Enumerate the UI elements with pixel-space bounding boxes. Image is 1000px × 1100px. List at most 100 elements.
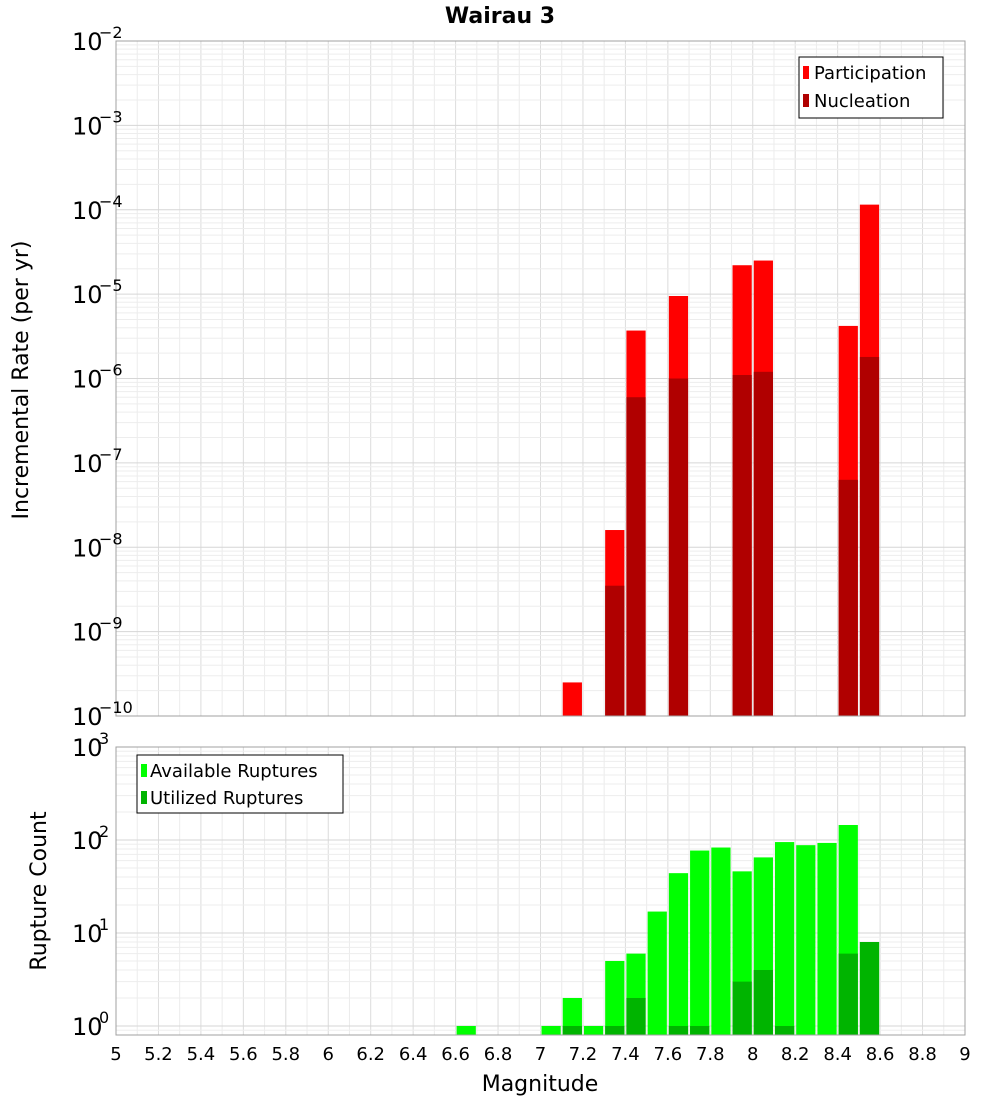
available-ruptures-bar <box>647 911 667 1035</box>
y-tick-exponent: −9 <box>99 614 123 633</box>
x-tick-label: 6 <box>323 1044 334 1065</box>
chart-title: Wairau 3 <box>445 4 555 29</box>
top-legend-box <box>798 56 944 119</box>
nucleation-bar <box>626 397 646 716</box>
y-tick-label: 10 <box>72 827 103 855</box>
x-tick-label: 5.6 <box>229 1044 258 1065</box>
legend-swatch-participation <box>803 66 809 79</box>
x-tick-label: 5.4 <box>187 1044 216 1065</box>
utilized-ruptures-bar <box>753 969 773 1035</box>
nucleation-bar <box>753 371 773 716</box>
utilized-ruptures-bar <box>562 1025 582 1035</box>
available-ruptures-bar <box>796 845 816 1035</box>
legend-swatch-utilized <box>141 791 147 804</box>
y-tick-exponent: 0 <box>99 1008 109 1027</box>
top-legend: Participation Nucleation <box>798 56 944 119</box>
utilized-ruptures-bar <box>838 953 858 1035</box>
y-tick-label: 10 <box>72 28 103 56</box>
nucleation-bar <box>668 378 689 716</box>
x-tick-label: 7.4 <box>611 1044 640 1065</box>
available-ruptures-bar <box>817 842 837 1035</box>
x-tick-label: 8.2 <box>781 1044 810 1065</box>
top-y-axis-label: Incremental Rate (per yr) <box>9 241 34 520</box>
utilized-ruptures-bar <box>626 997 646 1035</box>
utilized-ruptures-bar <box>605 1025 625 1035</box>
utilized-ruptures-bar <box>859 942 880 1035</box>
y-tick-label: 10 <box>72 920 103 948</box>
bottom-plot-border <box>115 746 966 1036</box>
available-ruptures-bar <box>456 1025 476 1035</box>
top-plot-border <box>115 40 966 717</box>
legend-label-utilized: Utilized Ruptures <box>150 788 303 809</box>
available-ruptures-bar <box>541 1025 561 1035</box>
available-ruptures-bar <box>583 1025 604 1035</box>
y-tick-exponent: −3 <box>99 107 123 126</box>
x-tick-label: 9 <box>959 1044 970 1065</box>
bottom-legend: Available Ruptures Utilized Ruptures <box>136 754 344 814</box>
top-gridlines <box>115 41 966 717</box>
y-tick-exponent: −7 <box>99 445 123 464</box>
legend-swatch-available <box>141 764 147 777</box>
y-tick-exponent: 1 <box>99 915 109 934</box>
x-tick-label: 6.6 <box>441 1044 470 1065</box>
x-axis-label: Magnitude <box>482 1072 599 1097</box>
y-tick-exponent: −6 <box>99 361 123 380</box>
x-tick-label: 5.8 <box>271 1044 300 1065</box>
available-ruptures-bar <box>605 960 625 1035</box>
y-tick-label: 10 <box>72 112 103 140</box>
y-tick-label: 10 <box>72 1013 103 1041</box>
x-tick-label: 8.8 <box>908 1044 937 1065</box>
nucleation-bar <box>605 585 625 716</box>
available-ruptures-bar <box>562 997 582 1035</box>
y-tick-label: 10 <box>72 703 103 731</box>
x-tick-label: 8.4 <box>823 1044 852 1065</box>
legend-label-nucleation: Nucleation <box>814 91 910 112</box>
participation-bar <box>562 682 582 716</box>
legend-label-available: Available Ruptures <box>150 761 318 782</box>
x-tick-label: 6.4 <box>399 1044 428 1065</box>
utilized-ruptures-bar <box>732 981 752 1035</box>
y-tick-exponent: 3 <box>99 729 109 748</box>
legend-label-participation: Participation <box>814 63 926 84</box>
nucleation-bar <box>732 375 752 716</box>
x-tick-label: 8.6 <box>866 1044 895 1065</box>
y-tick-label: 10 <box>72 197 103 225</box>
x-tick-label: 7.2 <box>569 1044 598 1065</box>
y-tick-exponent: −4 <box>99 192 123 211</box>
y-tick-label: 10 <box>72 534 103 562</box>
x-ticks: 5 5.2 5.4 5.6 5.8 6 6.2 6.4 6.6 6.8 7 7.2 7.4 7.6 7.8 8… <box>110 1044 970 1065</box>
nucleation-bar <box>838 479 858 716</box>
available-ruptures-bar <box>774 842 795 1035</box>
nucleation-bar <box>859 356 880 716</box>
available-ruptures-bar <box>711 847 731 1035</box>
x-tick-label: 5 <box>110 1044 121 1065</box>
x-tick-label: 6.8 <box>484 1044 513 1065</box>
y-tick-label: 10 <box>72 450 103 478</box>
bottom-bars <box>456 824 880 1035</box>
y-tick-label: 10 <box>72 281 103 309</box>
utilized-ruptures-bar <box>668 1025 689 1035</box>
x-tick-label: 5.2 <box>144 1044 173 1065</box>
bottom-y-axis-label: Rupture Count <box>27 811 52 971</box>
x-tick-label: 7.8 <box>696 1044 725 1065</box>
top-bars <box>562 204 880 717</box>
utilized-ruptures-bar <box>690 1025 710 1035</box>
available-ruptures-bar <box>690 850 710 1035</box>
y-tick-exponent: −10 <box>99 698 133 717</box>
y-tick-label: 10 <box>72 619 103 647</box>
available-ruptures-bar <box>668 873 689 1035</box>
legend-swatch-nucleation <box>803 94 809 107</box>
y-tick-exponent: −2 <box>99 23 123 42</box>
y-tick-exponent: −8 <box>99 529 123 548</box>
x-tick-label: 7.6 <box>654 1044 683 1065</box>
utilized-ruptures-bar <box>774 1025 795 1035</box>
y-tick-label: 10 <box>72 734 103 762</box>
x-tick-label: 6.2 <box>356 1044 385 1065</box>
y-tick-label: 10 <box>72 366 103 394</box>
y-tick-exponent: 2 <box>99 822 109 841</box>
